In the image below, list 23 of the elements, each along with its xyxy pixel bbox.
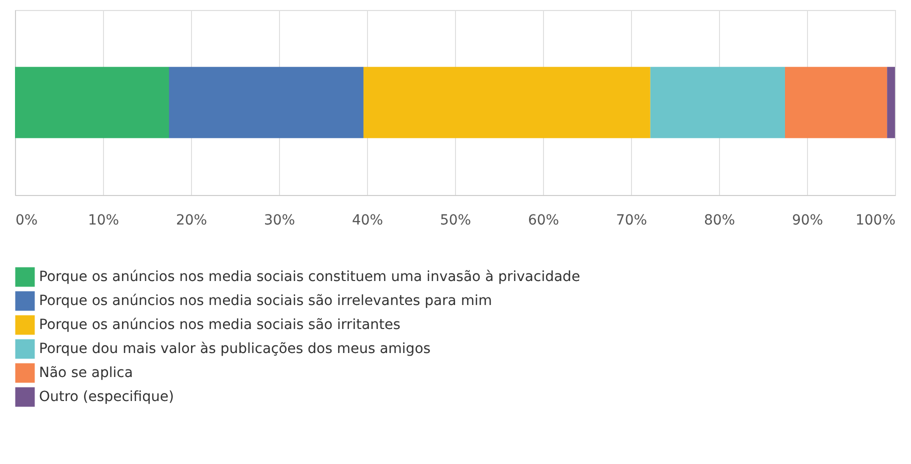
x-tick-label: 100% <box>855 212 896 228</box>
x-tick-label: 50% <box>440 212 472 228</box>
x-tick-label: 70% <box>616 212 648 228</box>
bar <box>887 66 895 138</box>
x-tick-label: 30% <box>264 212 296 228</box>
x-tick-label: 40% <box>352 212 384 228</box>
bar <box>363 66 650 138</box>
legend-label: Porque os anúncios nos media sociais são irrelevantes para mim <box>39 293 492 309</box>
x-tick-label: 20% <box>176 212 208 228</box>
x-tick-label: 90% <box>792 212 824 228</box>
legend-label: Porque dou mais valor às publicações dos meus amigos <box>39 341 431 357</box>
bar <box>785 66 888 138</box>
bar <box>15 66 169 138</box>
bar <box>169 66 364 138</box>
legend-label: Outro (especifique) <box>39 389 174 405</box>
bar <box>650 66 785 138</box>
x-tick-label: 0% <box>16 212 38 228</box>
x-tick-label: 80% <box>704 212 736 228</box>
legend-label: Porque os anúncios nos media sociais constituem uma invasão à privacidade <box>39 269 580 285</box>
legend-label: Porque os anúncios nos media sociais são irritantes <box>39 317 400 333</box>
x-tick-label: 60% <box>528 212 560 228</box>
x-tick-label: 10% <box>88 212 120 228</box>
legend-label: Não se aplica <box>39 365 133 381</box>
